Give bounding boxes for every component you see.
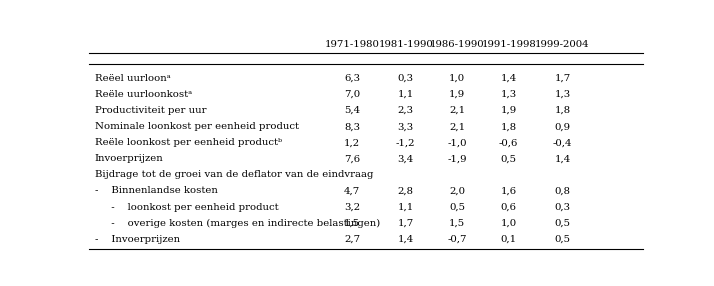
Text: Reëel uurloonᵃ: Reëel uurloonᵃ (95, 74, 171, 83)
Text: 1,8: 1,8 (554, 106, 570, 115)
Text: 6,3: 6,3 (344, 74, 360, 83)
Text: -0,6: -0,6 (499, 138, 518, 147)
Text: 0,3: 0,3 (554, 202, 570, 212)
Text: 3,4: 3,4 (398, 154, 414, 163)
Text: 3,2: 3,2 (344, 202, 360, 212)
Text: -1,2: -1,2 (396, 138, 416, 147)
Text: 1,5: 1,5 (449, 219, 466, 228)
Text: -0,4: -0,4 (553, 138, 572, 147)
Text: 2,3: 2,3 (398, 106, 414, 115)
Text: 1,9: 1,9 (501, 106, 517, 115)
Text: 0,8: 0,8 (554, 186, 570, 196)
Text: 1,0: 1,0 (449, 74, 466, 83)
Text: 0,6: 0,6 (501, 202, 517, 212)
Text: -    overige kosten (marges en indirecte belastingen): - overige kosten (marges en indirecte be… (95, 219, 380, 228)
Text: Productiviteit per uur: Productiviteit per uur (95, 106, 206, 115)
Text: 7,6: 7,6 (344, 154, 360, 163)
Text: -0,7: -0,7 (448, 235, 467, 244)
Text: -1,0: -1,0 (448, 138, 467, 147)
Text: 1,4: 1,4 (501, 74, 517, 83)
Text: 2,8: 2,8 (398, 186, 414, 196)
Text: 1999-2004: 1999-2004 (535, 40, 590, 49)
Text: 7,0: 7,0 (344, 90, 360, 99)
Text: 1991-1998: 1991-1998 (481, 40, 536, 49)
Text: 2,1: 2,1 (449, 122, 466, 131)
Text: 1,2: 1,2 (344, 138, 360, 147)
Text: -    Binnenlandse kosten: - Binnenlandse kosten (95, 186, 218, 196)
Text: 1,6: 1,6 (501, 186, 517, 196)
Text: 0,5: 0,5 (554, 219, 570, 228)
Text: 1,1: 1,1 (398, 90, 414, 99)
Text: 5,4: 5,4 (344, 106, 360, 115)
Text: 1,1: 1,1 (398, 202, 414, 212)
Text: 1,4: 1,4 (554, 154, 570, 163)
Text: 1,3: 1,3 (501, 90, 517, 99)
Text: 1,5: 1,5 (344, 219, 360, 228)
Text: -    loonkost per eenheid product: - loonkost per eenheid product (95, 202, 278, 212)
Text: Reële uurloonkostᵃ: Reële uurloonkostᵃ (95, 90, 192, 99)
Text: 1,9: 1,9 (449, 90, 466, 99)
Text: 0,5: 0,5 (501, 154, 517, 163)
Text: 1,4: 1,4 (398, 235, 414, 244)
Text: Invoerprijzen: Invoerprijzen (95, 154, 164, 163)
Text: 4,7: 4,7 (344, 186, 361, 196)
Text: -1,9: -1,9 (448, 154, 467, 163)
Text: 2,7: 2,7 (344, 235, 360, 244)
Text: 1981-1990: 1981-1990 (378, 40, 433, 49)
Text: 1986-1990: 1986-1990 (430, 40, 485, 49)
Text: 1,0: 1,0 (501, 219, 517, 228)
Text: Reële loonkost per eenheid productᵇ: Reële loonkost per eenheid productᵇ (95, 138, 282, 147)
Text: Bijdrage tot de groei van de deflator van de eindvraag: Bijdrage tot de groei van de deflator va… (95, 170, 373, 179)
Text: Nominale loonkost per eenheid product: Nominale loonkost per eenheid product (95, 122, 298, 131)
Text: 2,1: 2,1 (449, 106, 466, 115)
Text: 0,3: 0,3 (398, 74, 414, 83)
Text: -    Invoerprijzen: - Invoerprijzen (95, 235, 180, 244)
Text: 3,3: 3,3 (398, 122, 414, 131)
Text: 2,0: 2,0 (449, 186, 466, 196)
Text: 0,5: 0,5 (554, 235, 570, 244)
Text: 1,7: 1,7 (554, 74, 570, 83)
Text: 0,5: 0,5 (449, 202, 466, 212)
Text: 1,7: 1,7 (398, 219, 414, 228)
Text: 1971-1980: 1971-1980 (325, 40, 380, 49)
Text: 1,8: 1,8 (501, 122, 517, 131)
Text: 8,3: 8,3 (344, 122, 360, 131)
Text: 0,9: 0,9 (554, 122, 570, 131)
Text: 1,3: 1,3 (554, 90, 570, 99)
Text: 0,1: 0,1 (501, 235, 517, 244)
